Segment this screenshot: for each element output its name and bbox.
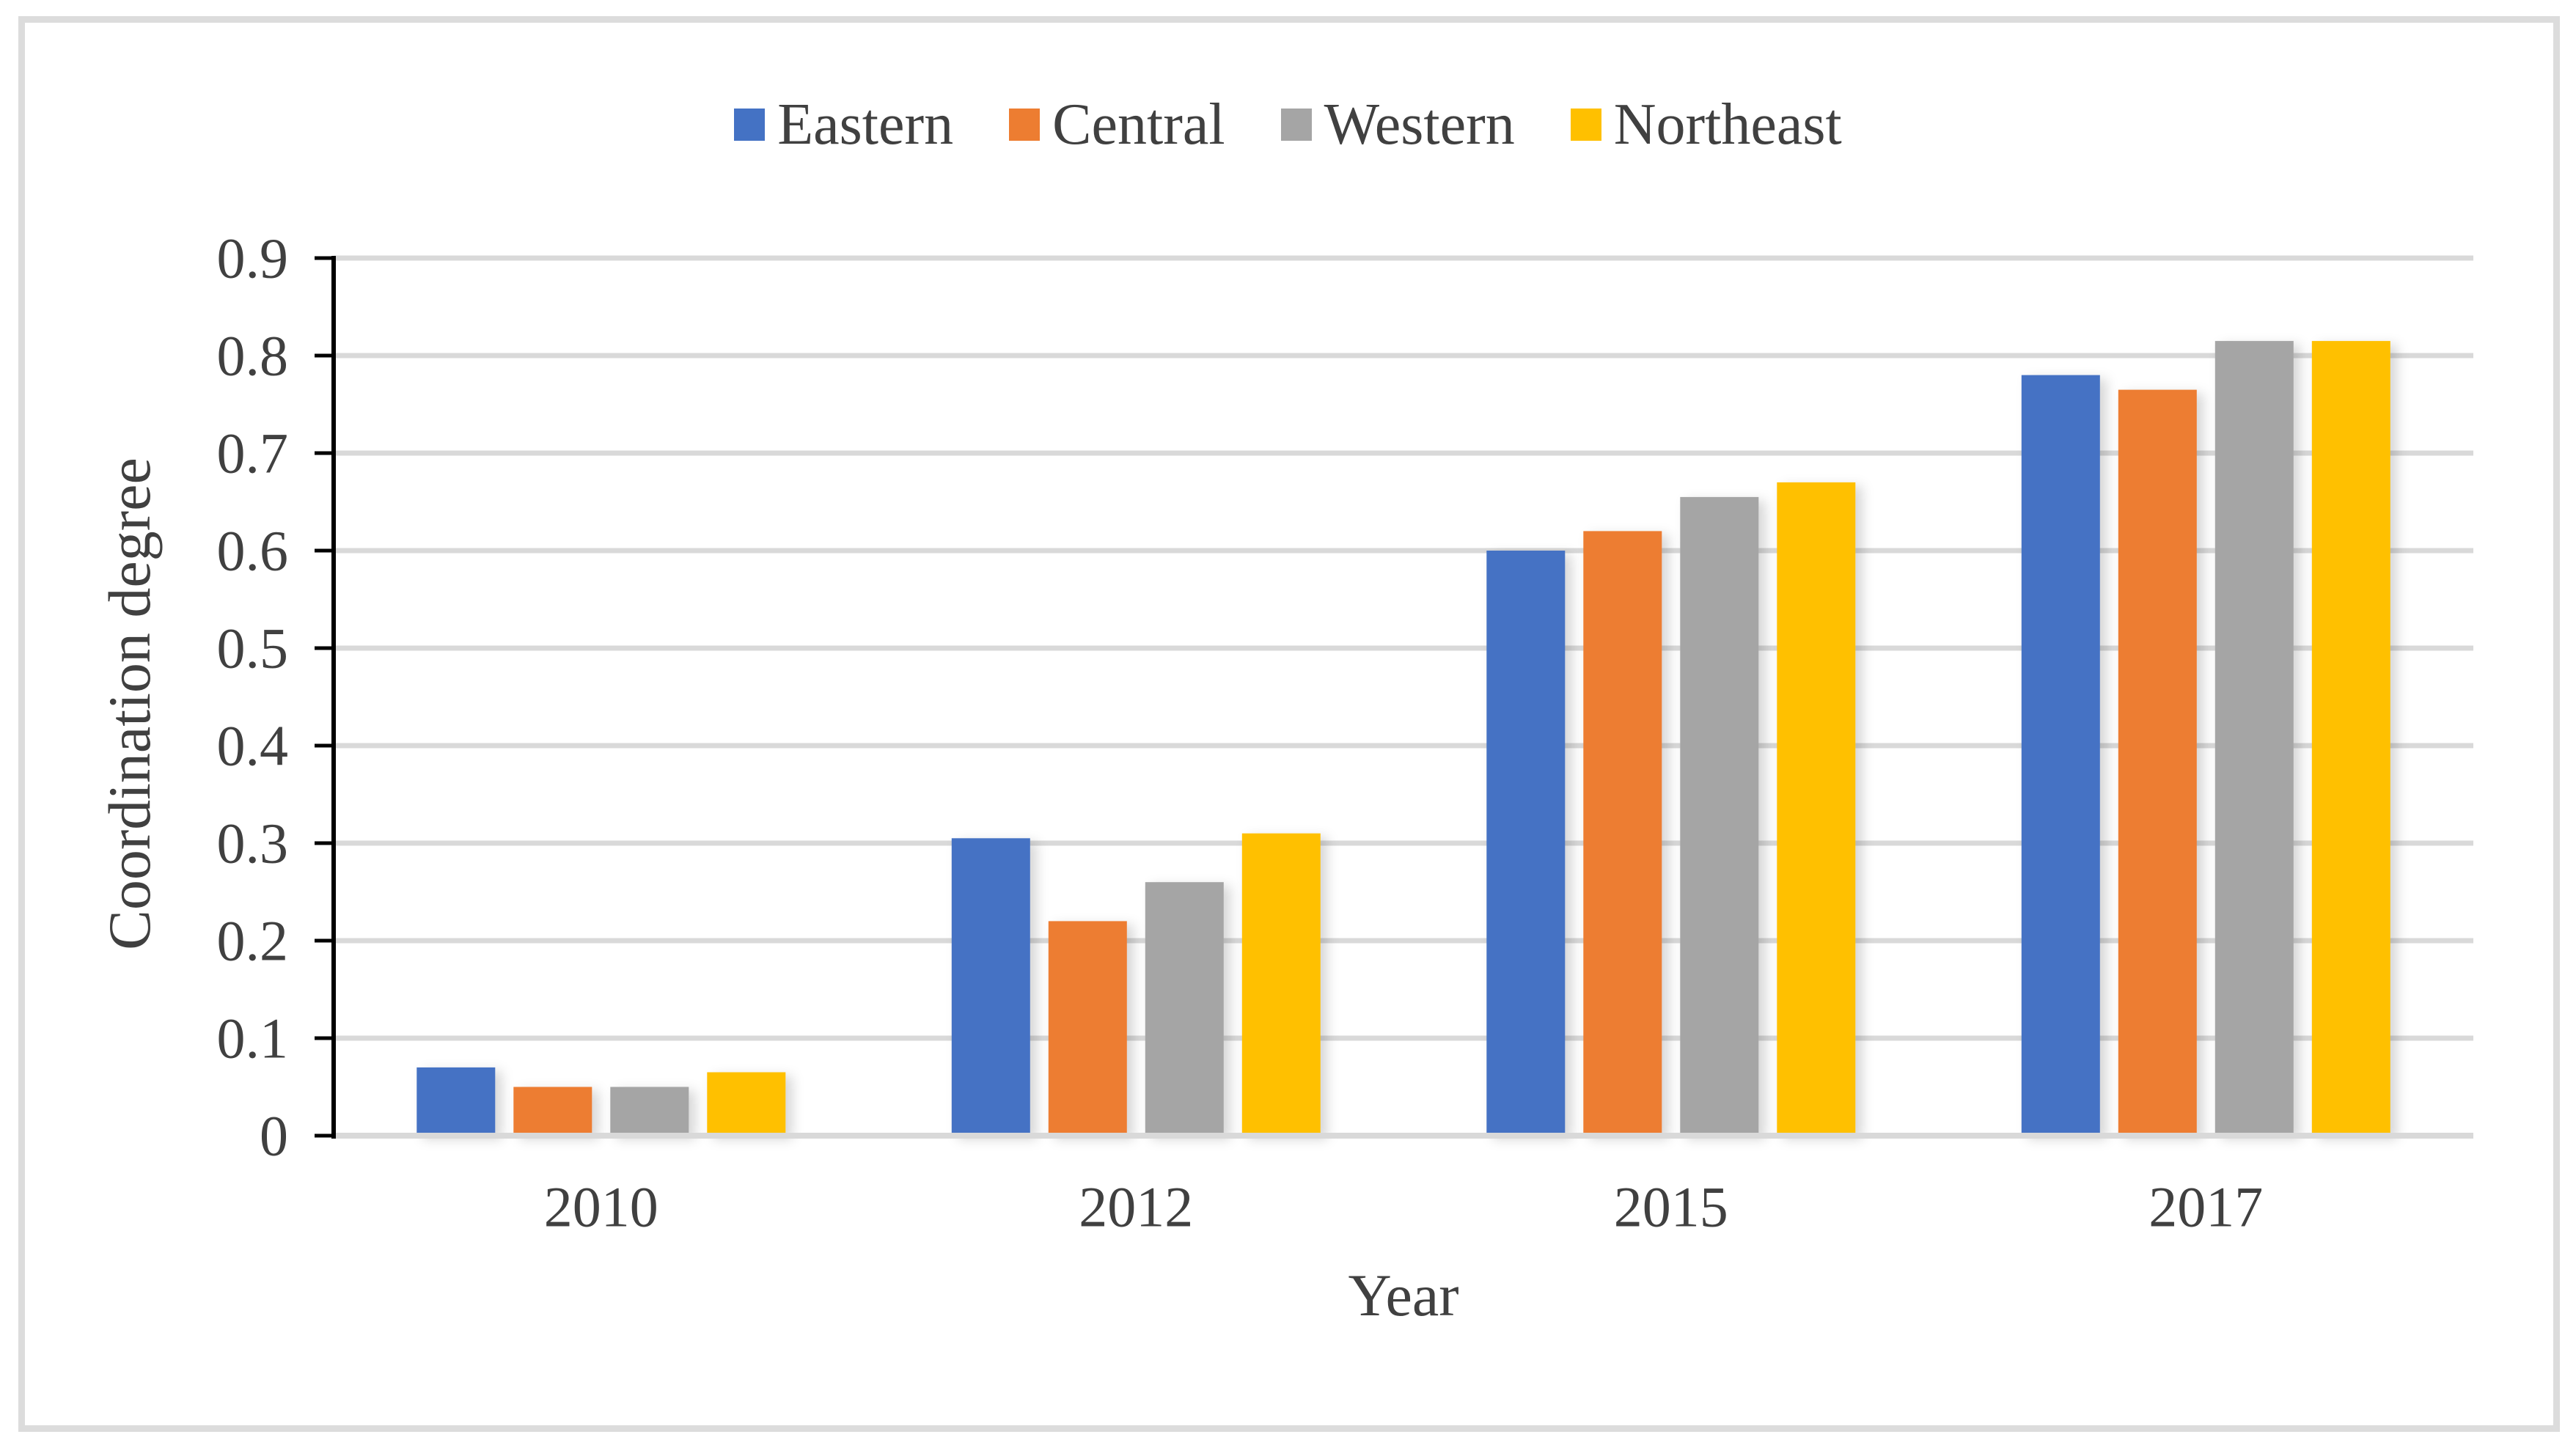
legend-item-central: Central (1009, 95, 1225, 154)
y-tick-label-0.2: 0.2 (217, 909, 289, 973)
legend-swatch-western (1280, 109, 1312, 141)
y-tick-label-0.7: 0.7 (217, 422, 289, 485)
y-tick-label-0.6: 0.6 (217, 519, 289, 583)
legend-item-northeast: Northeast (1570, 92, 1842, 157)
chart-legend: Eastern Central Western Northeast (0, 84, 2576, 165)
legend-label-northeast: Northeast (1613, 92, 1842, 157)
y-tick-label-0.9: 0.9 (217, 227, 289, 290)
bar-central-2015 (1583, 531, 1662, 1136)
x-category-label-2010: 2010 (544, 1175, 658, 1239)
bar-eastern-2010 (417, 1067, 496, 1136)
y-tick-label-0.1: 0.1 (217, 1007, 289, 1070)
bar-central-2012 (1048, 921, 1127, 1136)
bar-eastern-2015 (1486, 551, 1566, 1136)
bar-western-2015 (1680, 496, 1759, 1136)
bar-central-2017 (2118, 389, 2197, 1136)
y-tick-label-0.5: 0.5 (217, 617, 289, 680)
legend-swatch-northeast (1570, 109, 1601, 141)
bar-northeast-2010 (707, 1072, 786, 1136)
bar-western-2012 (1145, 882, 1224, 1136)
x-category-label-2012: 2012 (1079, 1175, 1193, 1239)
bar-northeast-2015 (1777, 482, 1856, 1136)
y-tick-label-0.4: 0.4 (217, 714, 289, 778)
y-tick-label-0.8: 0.8 (217, 324, 289, 388)
legend-label-central: Central (1052, 92, 1225, 157)
legend-item-western: Western (1280, 92, 1515, 157)
x-category-label-2015: 2015 (1614, 1175, 1728, 1239)
legend-swatch-central (1009, 109, 1041, 141)
bar-central-2010 (513, 1087, 592, 1136)
y-tick-label-0: 0 (260, 1104, 288, 1168)
legend-label-western: Western (1324, 92, 1515, 157)
bar-northeast-2017 (2311, 341, 2390, 1136)
bar-western-2017 (2214, 341, 2294, 1136)
bar-eastern-2012 (951, 838, 1030, 1136)
legend-item-eastern: Eastern (734, 95, 953, 154)
x-category-label-2017: 2017 (2148, 1175, 2263, 1239)
bar-northeast-2012 (1241, 833, 1321, 1136)
x-axis-title: Year (1348, 1262, 1459, 1328)
bar-eastern-2017 (2021, 375, 2100, 1136)
legend-label-eastern: Eastern (777, 92, 954, 157)
y-tick-label-0.3: 0.3 (217, 812, 289, 875)
legend-swatch-eastern (734, 109, 766, 141)
bar-western-2010 (610, 1087, 689, 1136)
